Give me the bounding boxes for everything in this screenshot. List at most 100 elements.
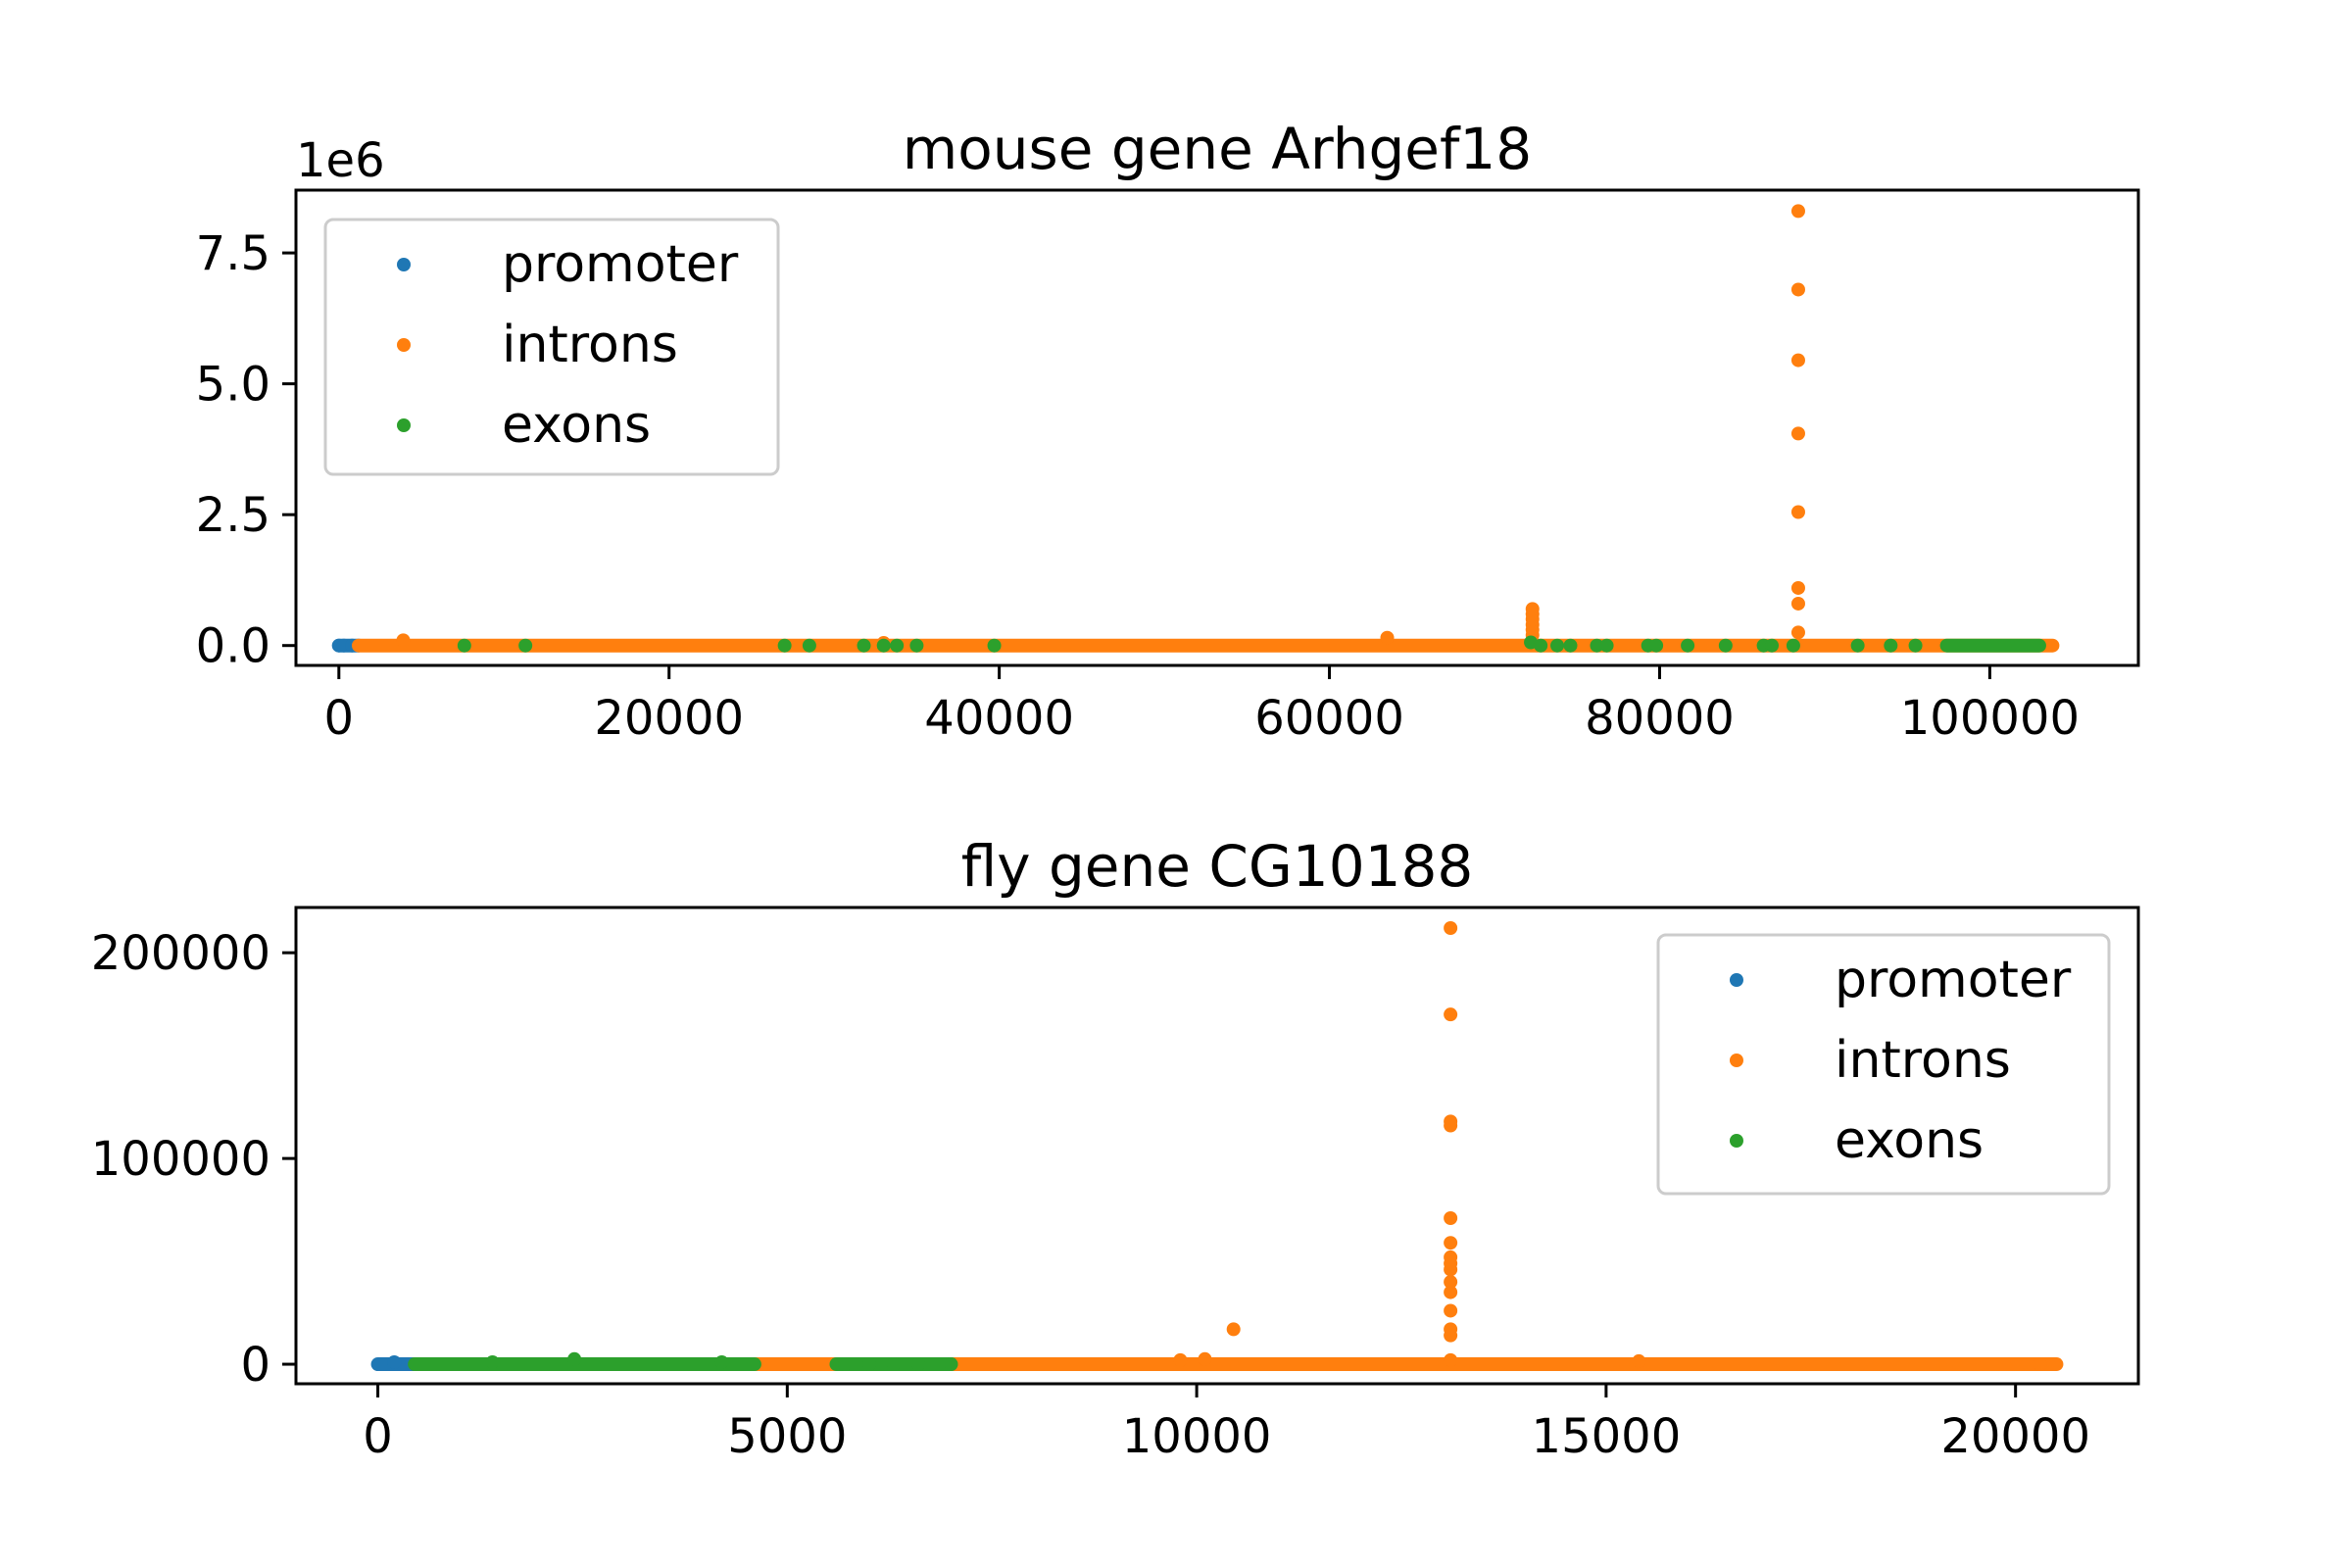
data-point-introns <box>1790 580 1805 595</box>
data-point-exons <box>1563 638 1578 653</box>
legend-marker-introns <box>1730 1054 1743 1067</box>
y-tick-label: 5.0 <box>196 358 270 413</box>
data-point-exons <box>714 1354 729 1369</box>
data-point-exons <box>485 1354 500 1369</box>
data-point-introns <box>1790 353 1805 368</box>
data-point-introns <box>1444 1114 1458 1129</box>
x-tick-label: 15000 <box>1532 1409 1682 1464</box>
data-point-exons <box>1765 638 1780 653</box>
data-point-introns <box>1444 1250 1458 1264</box>
y-tick-label: 0.0 <box>196 619 270 674</box>
axes-frame <box>294 906 2140 1386</box>
data-point-exons <box>1884 638 1898 653</box>
data-point-introns <box>1790 204 1805 219</box>
data-point-exons <box>567 1351 582 1366</box>
data-point-introns <box>1525 602 1540 616</box>
legend-label-introns: introns <box>1835 1031 2011 1090</box>
chart-title: mouse gene Arhgef18 <box>903 116 1532 182</box>
data-point-exons <box>1786 638 1800 653</box>
legend: promoter introns exons <box>1656 933 2111 1196</box>
y-tick-label: 200000 <box>91 926 270 981</box>
data-point-introns <box>396 633 411 648</box>
data-point-introns <box>1790 282 1805 297</box>
chart-title: fly gene CG10188 <box>961 833 1474 900</box>
data-point-exons <box>1681 638 1695 653</box>
x-tick-label: 0 <box>324 691 355 746</box>
x-tick-label: 40000 <box>924 691 1074 746</box>
x-tick-label: 80000 <box>1585 691 1735 746</box>
data-point-introns <box>1444 1211 1458 1226</box>
data-point-exons <box>1718 638 1733 653</box>
data-point-introns <box>1444 1275 1458 1290</box>
data-point-exons <box>861 1357 876 1372</box>
data-point-exons <box>1550 638 1565 653</box>
y-tick-label: 0 <box>240 1338 270 1393</box>
legend-label-exons: exons <box>502 396 651 455</box>
x-tick-label: 60000 <box>1254 691 1404 746</box>
data-point-exons <box>987 638 1002 653</box>
legend-marker-promoter <box>1730 973 1743 987</box>
legend: promoter introns exons <box>323 218 780 476</box>
x-tick-label: 100000 <box>1900 691 2080 746</box>
data-point-exons <box>944 1357 958 1372</box>
data-marks <box>331 204 2060 653</box>
legend-marker-introns <box>397 338 411 352</box>
data-point-exons <box>457 638 471 653</box>
series-exons <box>457 635 2046 653</box>
data-point-exons <box>1590 638 1604 653</box>
x-tick-label: 20000 <box>1940 1409 2090 1464</box>
data-point-introns <box>1790 625 1805 640</box>
data-point-introns <box>1444 920 1458 935</box>
data-point-exons <box>1908 638 1923 653</box>
data-point-introns <box>1444 1352 1458 1367</box>
y-tick-label: 7.5 <box>196 226 270 281</box>
x-tick-label: 0 <box>363 1409 393 1464</box>
data-point-introns <box>1790 596 1805 611</box>
legend-box <box>1656 933 2111 1196</box>
data-point-exons <box>1649 638 1664 653</box>
data-marks <box>370 920 2064 1372</box>
data-point-introns <box>1790 505 1805 519</box>
legend-marker-exons <box>397 418 411 432</box>
y-tick-label: 100000 <box>91 1132 270 1187</box>
data-point-introns <box>1632 1353 1646 1368</box>
data-point-exons <box>1850 638 1865 653</box>
data-point-exons <box>837 1357 852 1372</box>
x-tick-label: 20000 <box>594 691 744 746</box>
data-point-exons <box>890 638 905 653</box>
data-point-introns <box>1444 1322 1458 1337</box>
legend-marker-exons <box>1730 1134 1743 1148</box>
y-tick-label: 2.5 <box>196 488 270 543</box>
series-introns <box>747 920 2064 1372</box>
legend-marker-promoter <box>397 258 411 271</box>
data-point-introns <box>1380 630 1395 645</box>
data-point-exons <box>876 638 891 653</box>
data-point-exons <box>911 1357 926 1372</box>
data-point-exons <box>518 638 533 653</box>
data-point-introns <box>1173 1352 1188 1367</box>
data-point-introns <box>1444 1236 1458 1250</box>
legend-label-introns: introns <box>502 316 678 374</box>
data-point-exons <box>886 1357 901 1372</box>
data-point-exons <box>777 638 792 653</box>
chart-mouse: mouse gene Arhgef18 1e6 0 20000 40000 60000 80… <box>196 116 2140 746</box>
data-point-exons <box>802 638 816 653</box>
data-point-exons <box>909 638 924 653</box>
data-point-exons <box>857 638 871 653</box>
legend-label-exons: exons <box>1835 1111 1984 1170</box>
data-point-promoter <box>387 1354 402 1369</box>
x-tick-label: 5000 <box>727 1409 847 1464</box>
legend-box <box>323 218 780 476</box>
legend-label-promoter: promoter <box>1835 951 2072 1009</box>
x-tick-label: 10000 <box>1122 1409 1272 1464</box>
axes-frame <box>294 188 2140 667</box>
data-point-introns <box>2033 1357 2047 1372</box>
data-point-introns <box>1226 1322 1241 1337</box>
series-exons <box>408 1351 958 1372</box>
data-point-exons <box>1534 638 1548 653</box>
data-point-introns <box>1444 1285 1458 1299</box>
data-point-introns <box>1198 1351 1212 1366</box>
data-point-introns <box>1790 426 1805 441</box>
legend-label-promoter: promoter <box>502 235 739 294</box>
